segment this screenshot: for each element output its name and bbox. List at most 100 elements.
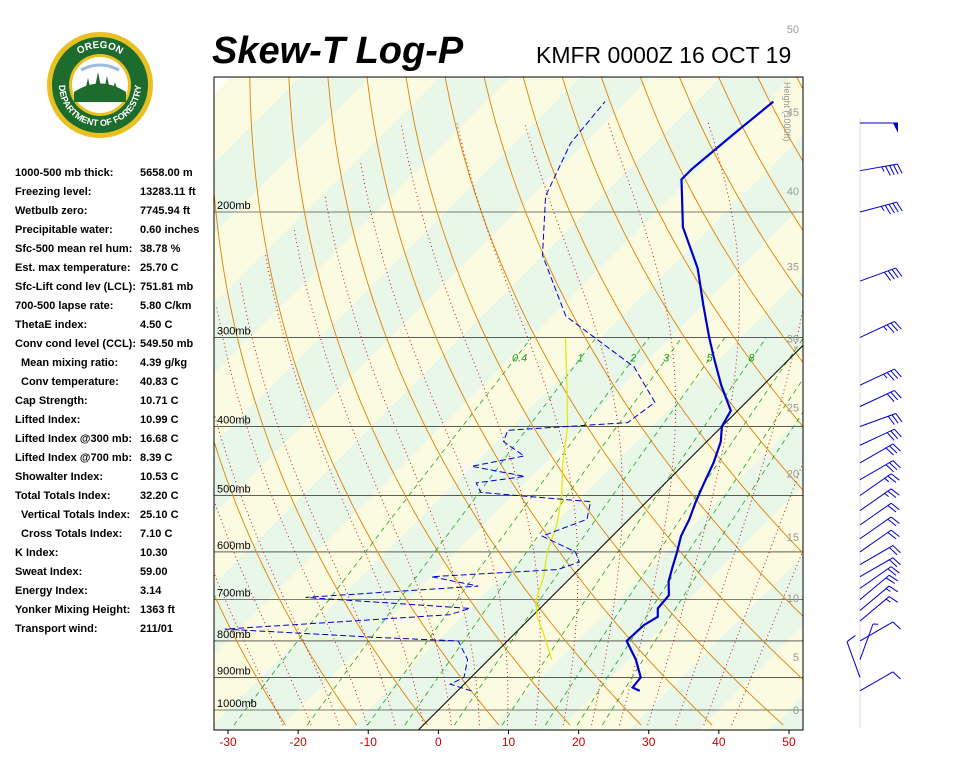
wind-barb xyxy=(859,201,903,215)
wind-barb xyxy=(859,516,900,540)
stat-value: 7.10 C xyxy=(140,528,173,540)
barb-staff xyxy=(859,585,890,611)
barb-full xyxy=(894,428,902,438)
mixing-ratio-line xyxy=(453,337,726,726)
stat-label: Showalter Index: xyxy=(15,471,104,483)
stat-value: 8.39 C xyxy=(140,452,173,464)
stat-row: K Index: 10.30 xyxy=(15,547,215,566)
barb-full xyxy=(886,372,895,381)
background-bands xyxy=(214,77,803,730)
barb-full xyxy=(891,414,899,424)
dry-adiabat xyxy=(249,77,500,726)
height-tick-label: 35 xyxy=(787,261,799,273)
stat-label: Wetbulb zero: xyxy=(15,205,88,217)
stat-value: 0.60 inches xyxy=(140,224,200,236)
height-tick-label: 5 xyxy=(793,652,799,664)
mixing-ratio-line xyxy=(306,337,597,726)
barb-staff xyxy=(859,320,895,338)
stat-label: Total Totals Index: xyxy=(15,490,111,502)
stat-value: 4.50 C xyxy=(140,319,173,331)
moist-adiabat xyxy=(524,122,623,726)
barb-half xyxy=(883,326,888,331)
dry-adiabat xyxy=(366,77,713,726)
barb-full xyxy=(884,205,892,215)
height-tick-label: 30 xyxy=(787,333,799,345)
height-tick-label: 40 xyxy=(787,186,799,198)
barb-full xyxy=(887,490,897,498)
pressure-label: 400mb xyxy=(217,414,251,426)
barb-full xyxy=(885,577,896,584)
temperature-curve xyxy=(625,100,774,692)
barb-full xyxy=(893,164,899,175)
barb-full xyxy=(887,415,895,425)
stat-value: 7745.94 ft xyxy=(140,205,191,217)
dry-adiabat xyxy=(214,723,215,726)
barb-full xyxy=(887,568,897,576)
barb-staff xyxy=(859,201,897,213)
dry-adiabat xyxy=(37,0,143,725)
stat-row: Lifted Index @300 mb: 16.68 C xyxy=(15,433,215,452)
wind-barb xyxy=(859,428,902,446)
x-tick-label: -30 xyxy=(219,735,237,749)
stat-value: 751.81 mb xyxy=(140,281,194,293)
dry-adiabat xyxy=(796,0,960,725)
barb-half xyxy=(881,166,885,172)
wind-barbs xyxy=(846,118,903,728)
stat-label: Cross Totals Index: xyxy=(21,528,123,540)
stat-row: Yonker Mixing Height: 1363 ft xyxy=(15,604,215,623)
sounding-curves xyxy=(224,100,774,692)
barb-staff xyxy=(859,596,890,622)
mixing-ratio-line xyxy=(545,337,803,726)
barb-full xyxy=(892,557,901,566)
mixing-ratio-line xyxy=(367,337,650,726)
barb-full xyxy=(888,585,899,593)
stat-label: Sweat Index: xyxy=(15,566,83,578)
axis-labels: 200mb 300mb 400mb 500mb 600mb 700mb 800mb 900mb… xyxy=(217,24,799,749)
zero-isotherm xyxy=(417,344,803,730)
barb-full xyxy=(887,532,897,540)
barb-half xyxy=(883,373,888,379)
barb-full xyxy=(889,547,898,556)
barb-full xyxy=(892,621,901,630)
dry-adiabat xyxy=(214,186,429,726)
wind-barb xyxy=(859,621,901,642)
barb-staff xyxy=(859,368,895,386)
wind-barb xyxy=(860,122,898,133)
barb-full xyxy=(884,271,892,281)
barb-full xyxy=(888,574,899,582)
stat-label: ThetaE index: xyxy=(15,319,88,331)
mixing-ratio-label: 1 xyxy=(577,352,583,364)
barb-full xyxy=(890,566,900,574)
barb-full xyxy=(888,596,899,603)
x-tick-label: 20 xyxy=(572,735,586,749)
barb-full xyxy=(890,502,900,511)
height-axis-label: Height (1000ft) xyxy=(782,82,792,142)
wind-barb xyxy=(859,413,903,427)
stat-row: Sfc-Lift cond lev (LCL): 751.81 mb xyxy=(15,281,215,300)
stat-row: Lifted Index @700 mb: 8.39 C xyxy=(15,452,215,471)
barb-full xyxy=(895,413,903,423)
barb-full xyxy=(892,202,899,213)
barb-full xyxy=(895,267,903,277)
barb-half xyxy=(884,477,889,482)
pressure-label: 300mb xyxy=(217,325,251,337)
barb-full xyxy=(892,443,901,452)
height-tick-label: 10 xyxy=(787,593,799,605)
stat-row: Showalter Index: 10.53 C xyxy=(15,471,215,490)
stat-label: Lifted Index @700 mb: xyxy=(15,452,133,464)
pressure-label: 500mb xyxy=(217,484,251,496)
wind-barb xyxy=(859,320,902,338)
stat-row: Conv cond level (CCL): 549.50 mb xyxy=(15,338,215,357)
wind-barb xyxy=(859,585,899,611)
wind-barb xyxy=(859,267,903,282)
stat-value: 4.39 g/kg xyxy=(140,357,188,369)
barb-full xyxy=(886,393,895,402)
barb-full xyxy=(888,203,895,214)
stat-value: 1363 ft xyxy=(140,604,175,616)
moist-adiabat xyxy=(456,122,579,726)
isotherm-band xyxy=(488,415,803,730)
pressure-label: 600mb xyxy=(217,540,251,552)
stat-row: Precipitable water: 0.60 inches xyxy=(15,224,215,243)
barb-staff xyxy=(859,623,874,660)
barb-full xyxy=(889,165,895,176)
